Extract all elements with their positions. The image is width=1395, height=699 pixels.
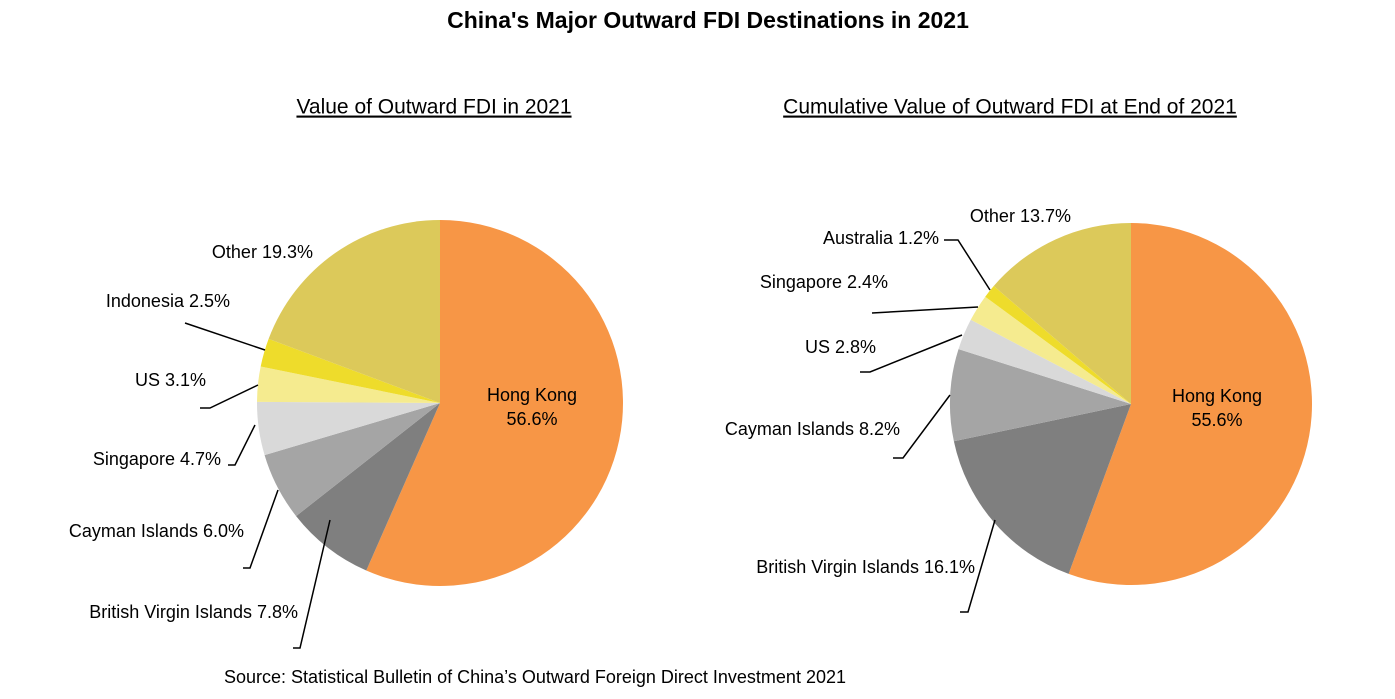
- slice-label: Other 19.3%: [212, 242, 313, 262]
- slice-label: Cayman Islands 6.0%: [69, 521, 244, 541]
- value-label: 7.8%: [257, 602, 298, 622]
- category-label: Cayman Islands: [725, 419, 854, 439]
- category-label: British Virgin Islands: [756, 557, 919, 577]
- value-label: 2.8%: [835, 337, 876, 357]
- value-label: 13.7%: [1020, 206, 1071, 226]
- category-label: Hong Kong: [1172, 386, 1262, 406]
- pie-slice: [970, 296, 1131, 404]
- pie-slice: [296, 403, 440, 571]
- pie-slice: [264, 403, 440, 517]
- source-note: Source: Statistical Bulletin of China’s …: [224, 667, 846, 687]
- slice-label: Other 13.7%: [970, 206, 1071, 226]
- category-label: US: [805, 337, 830, 357]
- pie-slice: [268, 220, 440, 403]
- slice-label: Indonesia 2.5%: [106, 291, 230, 311]
- pie-slice: [256, 401, 440, 456]
- category-label: Singapore: [760, 272, 842, 292]
- pie-slice: [260, 338, 440, 403]
- leader-line: [293, 519, 331, 649]
- category-label: British Virgin Islands: [89, 602, 252, 622]
- category-label: Australia: [823, 228, 894, 248]
- leader-line: [228, 424, 256, 466]
- chart-title: China's Major Outward FDI Destinations i…: [447, 7, 969, 33]
- category-label: Hong Kong: [487, 385, 577, 405]
- value-label: 2.5%: [189, 291, 230, 311]
- chart-subtitle: Cumulative Value of Outward FDI at End o…: [783, 96, 1237, 119]
- category-label: US: [135, 370, 160, 390]
- leader-line: [243, 489, 279, 569]
- value-label: 4.7%: [180, 449, 221, 469]
- pie-slice: [958, 319, 1131, 404]
- slice-label: Hong Kong 56.6%: [487, 385, 577, 429]
- category-label: Singapore: [93, 449, 175, 469]
- slice-label: Australia 1.2%: [823, 228, 939, 248]
- slice-label: Cayman Islands 8.2%: [725, 419, 900, 439]
- slice-label: Singapore 2.4%: [760, 272, 888, 292]
- leader-line: [184, 322, 266, 351]
- pie-slice: [985, 286, 1131, 404]
- pie-slice: [257, 366, 440, 403]
- chart-subtitle: Value of Outward FDI in 2021: [296, 96, 571, 119]
- value-label: 6.0%: [203, 521, 244, 541]
- category-label: Other: [970, 206, 1015, 226]
- value-label: 3.1%: [165, 370, 206, 390]
- slice-label: US 2.8%: [805, 337, 876, 357]
- leader-line: [860, 334, 963, 373]
- pie-slice: [1068, 223, 1312, 585]
- value-label: 2.4%: [847, 272, 888, 292]
- category-label: Indonesia: [106, 291, 185, 311]
- value-label: 1.2%: [898, 228, 939, 248]
- pie-slice: [950, 349, 1131, 442]
- value-label: 8.2%: [859, 419, 900, 439]
- slice-label: Singapore 4.7%: [93, 449, 221, 469]
- leader-line: [200, 384, 259, 409]
- pie-slice: [993, 223, 1131, 404]
- pie-slice: [366, 220, 623, 586]
- slice-label: US 3.1%: [135, 370, 206, 390]
- value-label: 55.6%: [1191, 410, 1242, 430]
- pie-slice: [953, 404, 1131, 574]
- slice-label: Hong Kong 55.6%: [1172, 386, 1262, 430]
- category-label: Cayman Islands: [69, 521, 198, 541]
- leader-line: [893, 394, 951, 459]
- value-label: 16.1%: [924, 557, 975, 577]
- category-label: Other: [212, 242, 257, 262]
- slice-label: British Virgin Islands 7.8%: [89, 602, 298, 622]
- value-label: 56.6%: [506, 409, 557, 429]
- leader-line: [960, 519, 996, 613]
- slice-label: British Virgin Islands 16.1%: [756, 557, 975, 577]
- value-label: 19.3%: [262, 242, 313, 262]
- leader-line: [944, 239, 991, 291]
- leader-line: [871, 306, 979, 314]
